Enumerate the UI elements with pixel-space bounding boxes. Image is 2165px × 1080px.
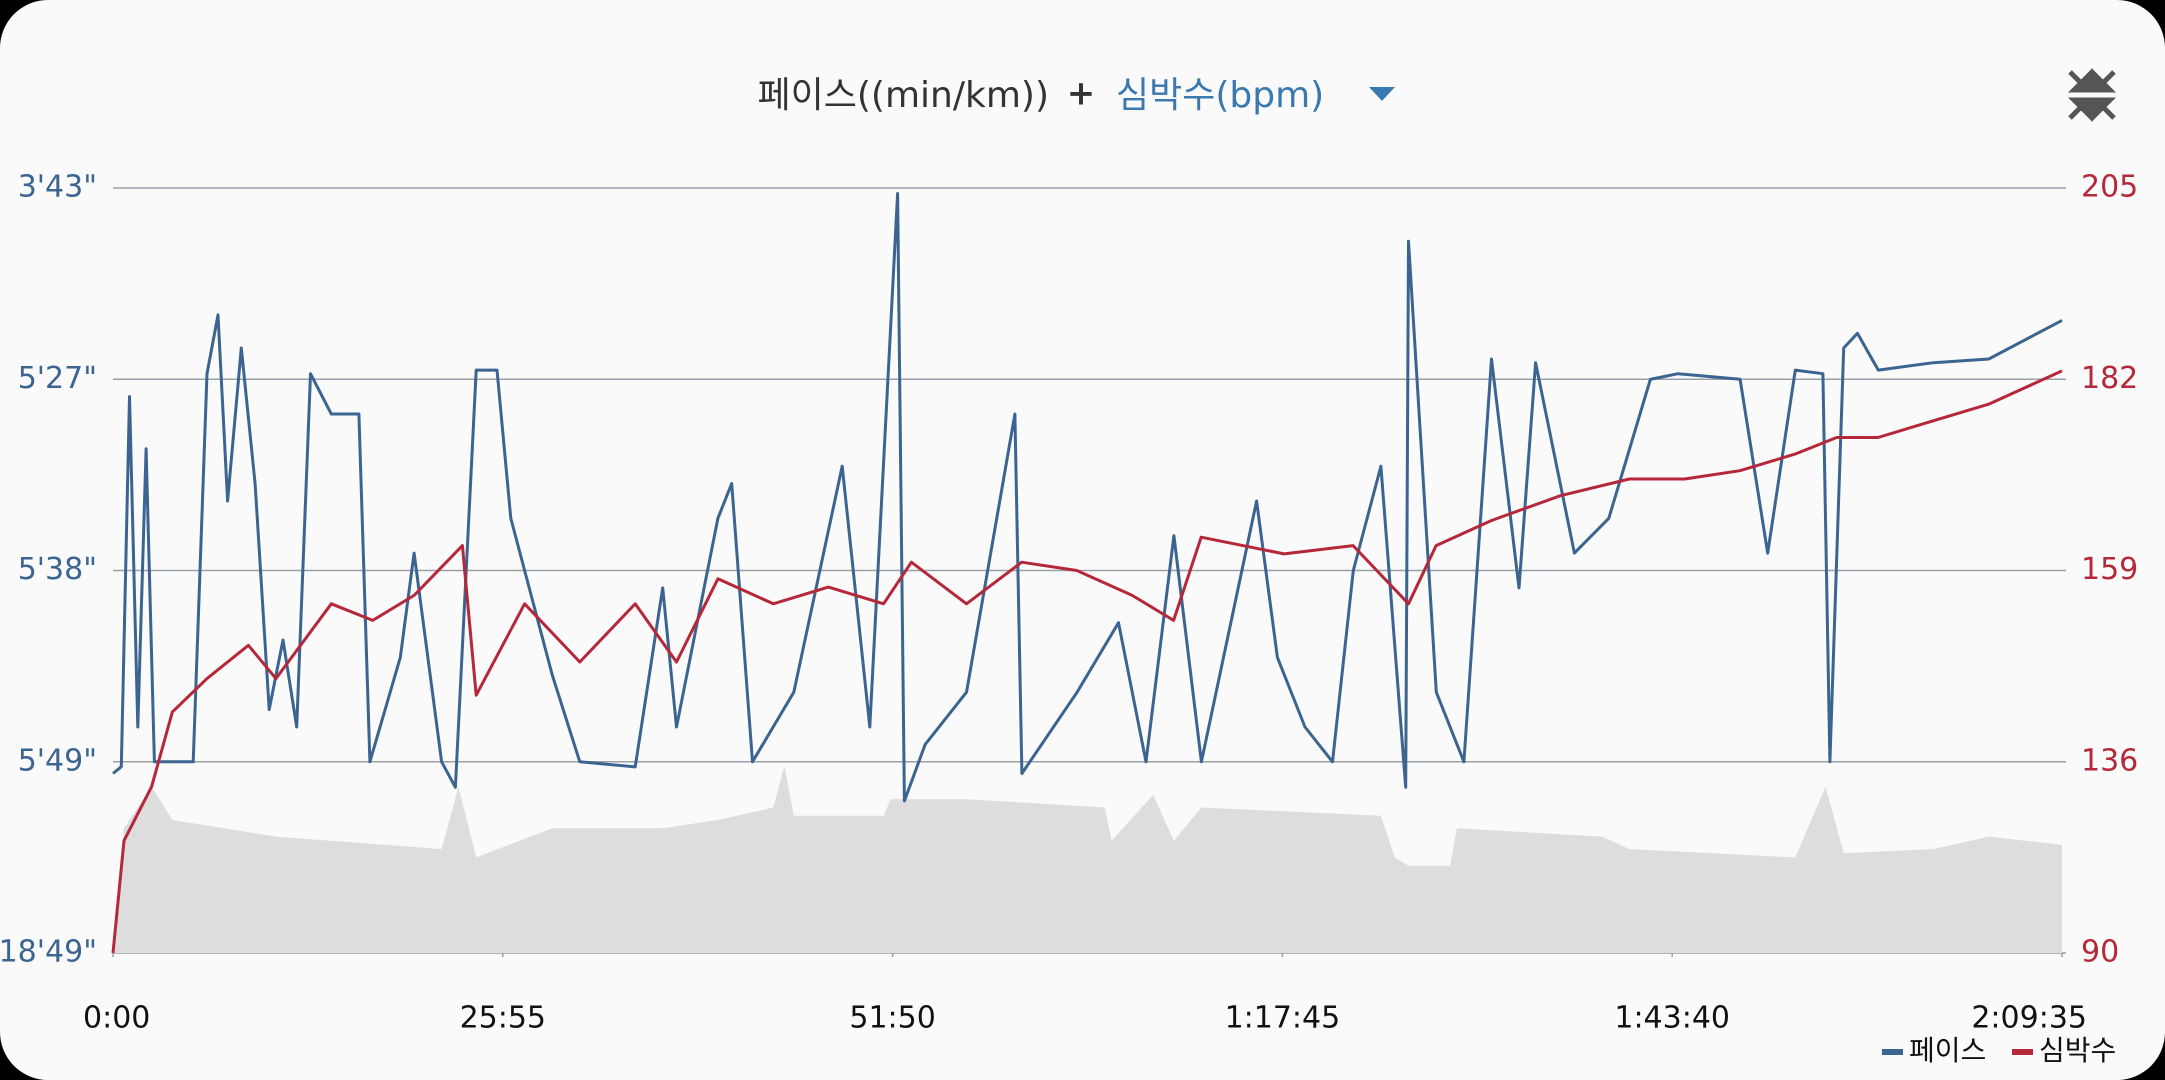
y-tick-label: 5'27" [18,361,97,396]
dropdown-arrow[interactable] [1369,87,1395,101]
y-tick-label: 18'49" [0,935,97,970]
y-tick-label: 5'38" [18,552,97,587]
y2-tick-label: 90 [2081,935,2119,970]
y-tick-label: 5'49" [18,743,97,778]
chart-title-second[interactable]: 심박수(bpm) [1116,75,1324,116]
plot: 18'49" 5'49" 5'38" 5'27" 3'43" 90 136 159 182 205… [0,170,2138,1068]
y-tick-label: 3'43" [18,170,97,205]
x-tick-label: 1:17:45 [1225,1001,1341,1036]
series-line [111,369,2063,954]
x-tick-label: 51:50 [849,1001,935,1036]
x-tick-label: 0:00 [83,1001,150,1036]
y2-tick-label: 136 [2081,743,2138,778]
legend-label: 심박수 [2039,1034,2116,1067]
legend-swatch [1882,1049,1903,1055]
elevation-area [113,765,2062,953]
y2-tick-label: 205 [2081,170,2138,205]
title-joiner: + [1067,74,1096,114]
legend-swatch [2012,1049,2033,1055]
x-tick-label: 2:09:35 [1971,1001,2087,1036]
y2-tick-label: 159 [2081,552,2138,587]
y2-tick-label: 182 [2081,361,2138,396]
x-tick-label: 25:55 [460,1001,546,1036]
legend-label: 페이스 [1909,1034,1986,1067]
collapse-icon[interactable] [2067,67,2117,123]
series-line [112,192,2063,803]
x-tick-label: 1:43:40 [1614,1001,1730,1036]
chart-title: 페이스((min/km)) [758,75,1049,116]
